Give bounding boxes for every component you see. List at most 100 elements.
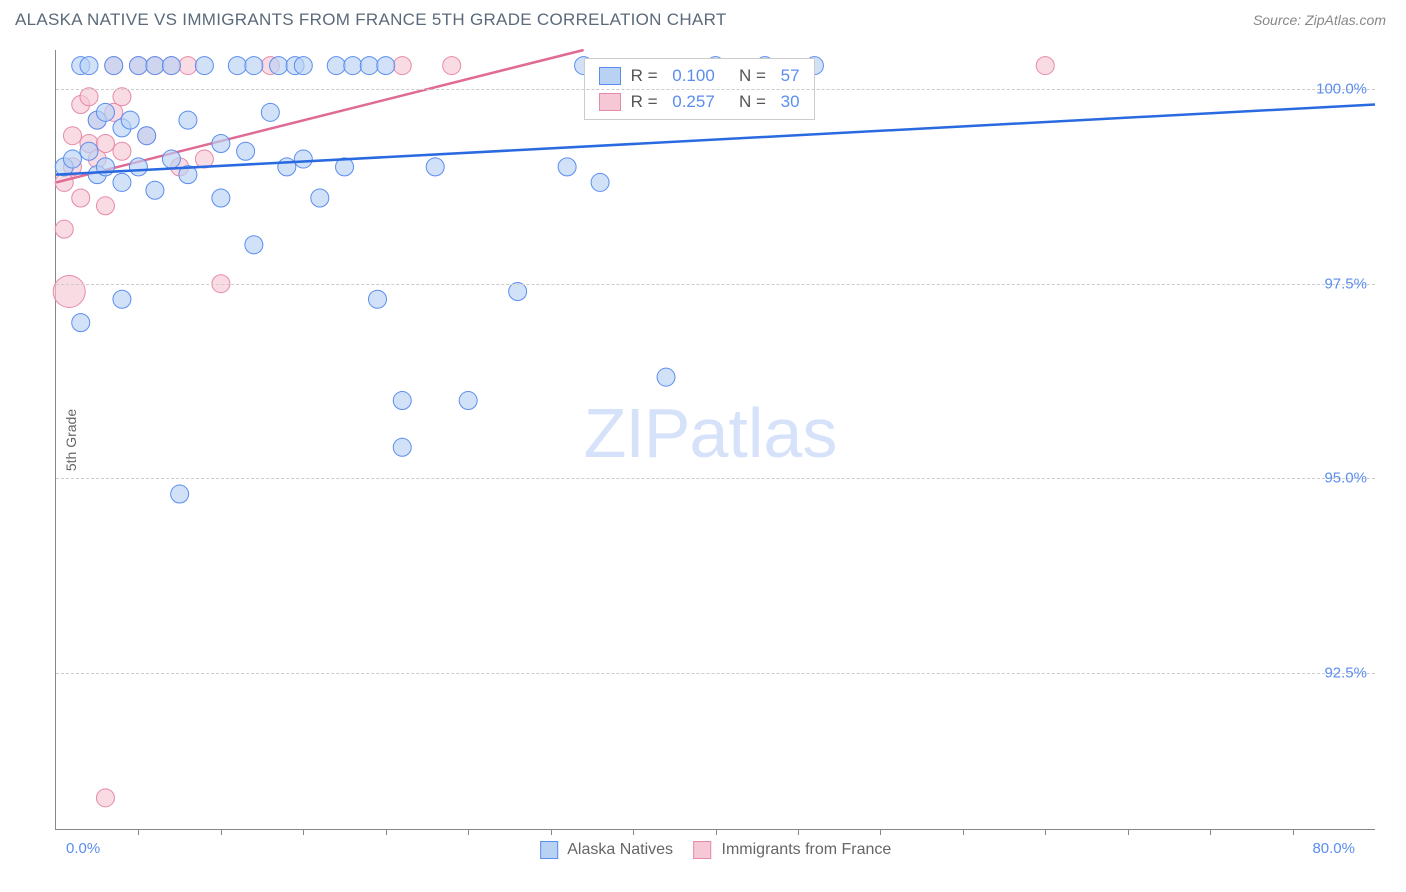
ytick-label: 100.0% <box>1316 80 1367 97</box>
legend-swatch-b <box>599 93 621 111</box>
xtick <box>880 829 881 835</box>
gridline <box>56 673 1375 674</box>
xtick <box>1293 829 1294 835</box>
data-point <box>294 150 312 168</box>
data-point <box>278 158 296 176</box>
legend-r-value-b: 0.257 <box>672 92 715 112</box>
ytick-label: 97.5% <box>1324 275 1367 292</box>
data-point <box>113 173 131 191</box>
data-point <box>113 290 131 308</box>
legend-r-label-a: R = <box>631 66 663 86</box>
xtick <box>716 829 717 835</box>
xtick <box>1128 829 1129 835</box>
data-point <box>72 189 90 207</box>
legend-item-swatch-a <box>540 841 558 859</box>
data-point <box>459 392 477 410</box>
legend-swatch-a <box>599 67 621 85</box>
xtick <box>633 829 634 835</box>
xtick <box>963 829 964 835</box>
data-point <box>80 142 98 160</box>
data-point <box>162 57 180 75</box>
xtick <box>221 829 222 835</box>
data-point <box>443 57 461 75</box>
data-point <box>146 181 164 199</box>
xtick <box>303 829 304 835</box>
chart-title: ALASKA NATIVE VS IMMIGRANTS FROM FRANCE … <box>15 10 727 30</box>
legend-n-label-a: N = <box>725 66 771 86</box>
xtick-label-right: 80.0% <box>1312 840 1355 857</box>
data-point <box>212 189 230 207</box>
data-point <box>344 57 362 75</box>
data-point <box>129 57 147 75</box>
data-point <box>212 134 230 152</box>
xtick <box>551 829 552 835</box>
legend-item-label-b: Immigrants from France <box>722 841 892 858</box>
data-point <box>360 57 378 75</box>
legend-item-swatch-b <box>693 841 711 859</box>
data-point <box>138 127 156 145</box>
data-point <box>270 57 288 75</box>
data-point <box>55 220 73 238</box>
data-point <box>113 142 131 160</box>
xtick <box>468 829 469 835</box>
legend-r-value-a: 0.100 <box>672 66 715 86</box>
data-point <box>63 150 81 168</box>
xtick <box>386 829 387 835</box>
data-point <box>96 789 114 807</box>
legend-n-value-b: 30 <box>781 92 800 112</box>
xtick-label-left: 0.0% <box>66 840 100 857</box>
data-point <box>228 57 246 75</box>
data-point <box>179 111 197 129</box>
data-point <box>261 103 279 121</box>
data-point <box>171 485 189 503</box>
data-point <box>105 57 123 75</box>
data-point <box>393 438 411 456</box>
data-point <box>195 57 213 75</box>
data-point <box>245 236 263 254</box>
xtick <box>138 829 139 835</box>
series-legend: Alaska Natives Immigrants from France <box>540 841 892 859</box>
gridline <box>56 89 1375 90</box>
gridline <box>56 284 1375 285</box>
data-point <box>369 290 387 308</box>
data-point <box>509 282 527 300</box>
legend-item-b: Immigrants from France <box>693 841 891 859</box>
data-point <box>294 57 312 75</box>
legend-row-a: R = 0.100 N = 57 <box>585 63 814 89</box>
data-point <box>96 134 114 152</box>
data-point <box>426 158 444 176</box>
data-point <box>63 127 81 145</box>
ytick-label: 92.5% <box>1324 665 1367 682</box>
data-point <box>113 88 131 106</box>
data-point <box>179 57 197 75</box>
chart-plot-area: 5th Grade ZIPatlas R = 0.100 N = 57 R = … <box>55 50 1375 830</box>
data-point <box>1036 57 1054 75</box>
legend-row-b: R = 0.257 N = 30 <box>585 89 814 115</box>
gridline <box>56 478 1375 479</box>
data-point <box>591 173 609 191</box>
legend-r-label-b: R = <box>631 92 663 112</box>
source-label: Source: ZipAtlas.com <box>1253 12 1386 28</box>
legend-n-label-b: N = <box>725 92 771 112</box>
data-point <box>146 57 164 75</box>
scatter-svg <box>56 50 1375 829</box>
legend-n-value-a: 57 <box>781 66 800 86</box>
xtick <box>1210 829 1211 835</box>
xtick <box>1045 829 1046 835</box>
data-point <box>80 88 98 106</box>
data-point <box>162 150 180 168</box>
data-point <box>53 275 85 307</box>
data-point <box>393 392 411 410</box>
data-point <box>657 368 675 386</box>
ytick-label: 95.0% <box>1324 470 1367 487</box>
data-point <box>121 111 139 129</box>
data-point <box>72 314 90 332</box>
data-point <box>129 158 147 176</box>
xtick <box>798 829 799 835</box>
data-point <box>327 57 345 75</box>
data-point <box>80 57 98 75</box>
data-point <box>558 158 576 176</box>
data-point <box>393 57 411 75</box>
data-point <box>245 57 263 75</box>
data-point <box>96 103 114 121</box>
